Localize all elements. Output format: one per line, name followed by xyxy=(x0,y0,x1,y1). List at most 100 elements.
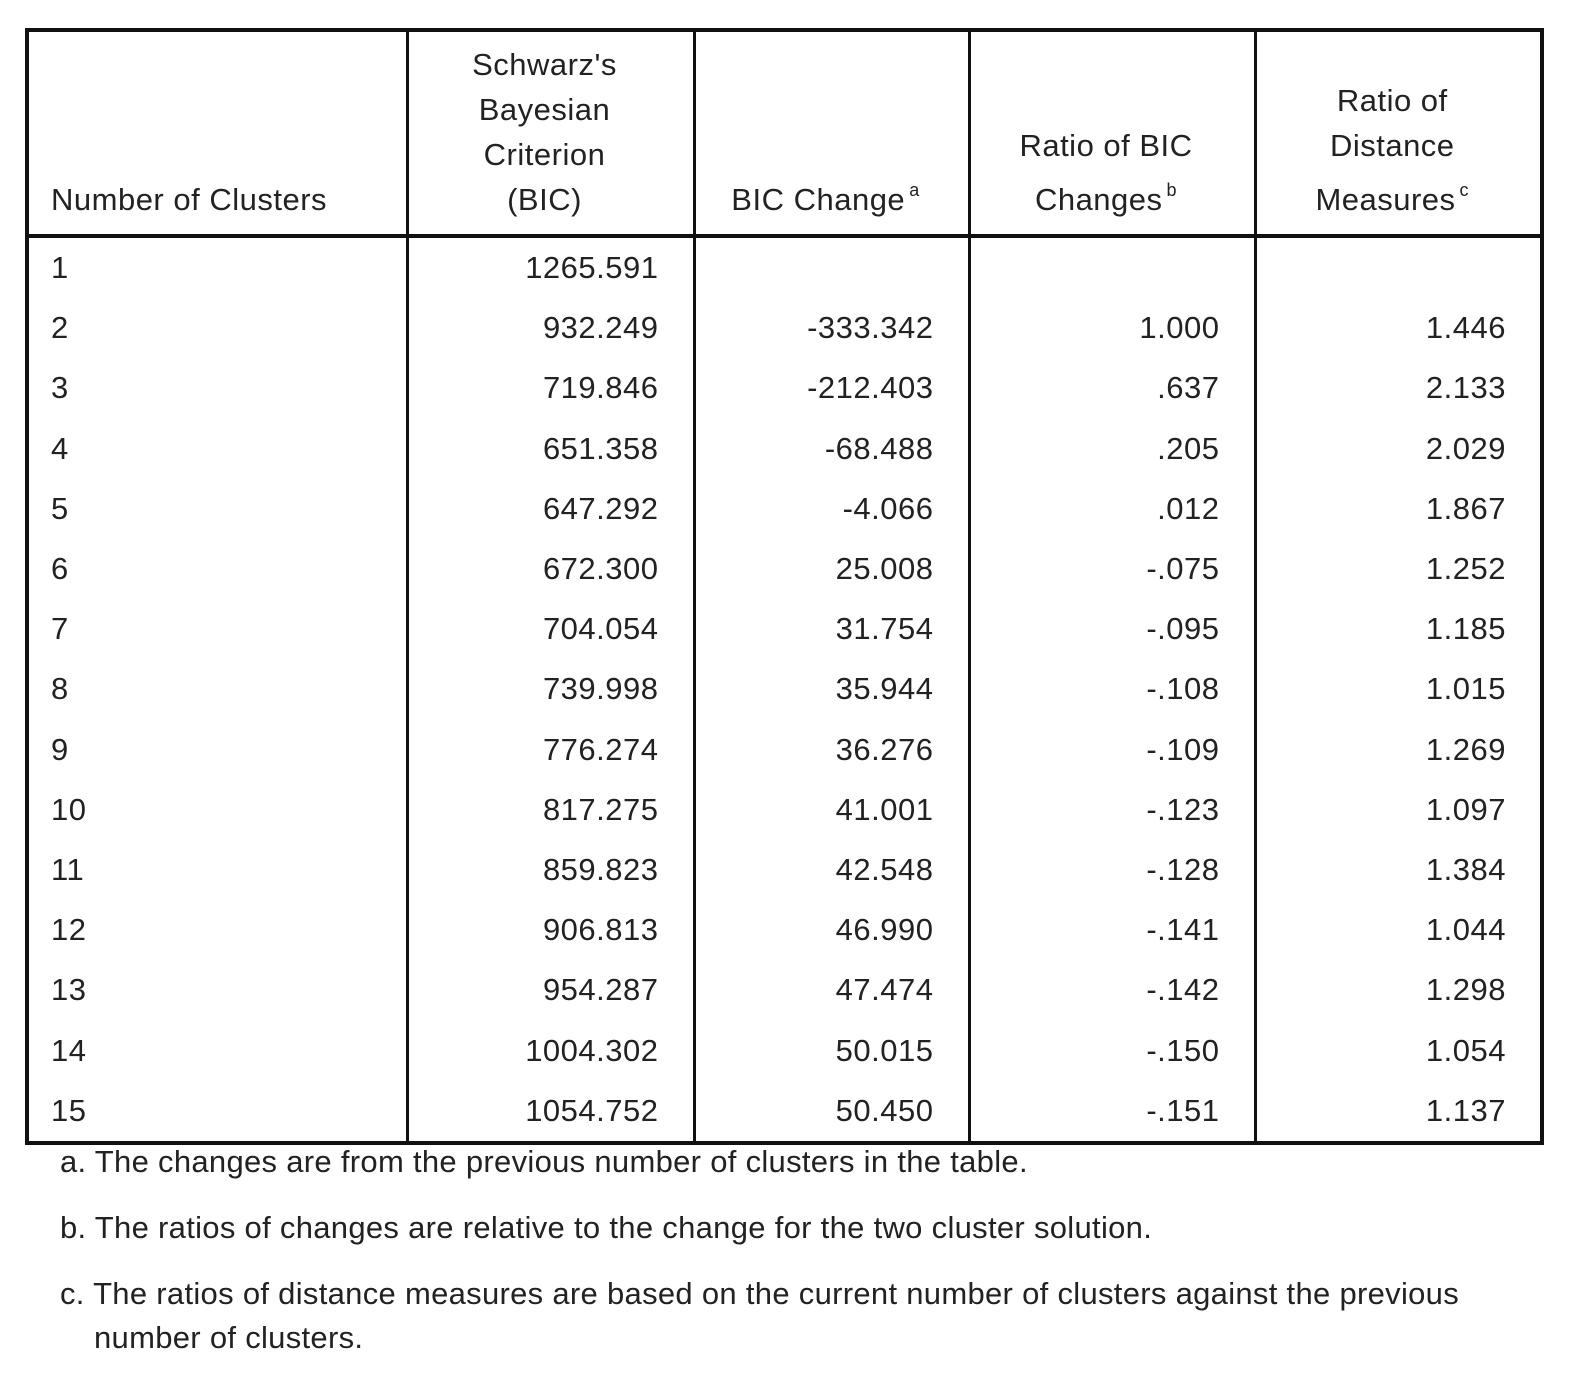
column-header: Ratio of Distance Measures c xyxy=(1253,30,1542,238)
cell-value xyxy=(692,236,969,299)
data-row: 9 776.274 36.276 -.109 1.269 xyxy=(25,719,1542,780)
cell-value: -.108 xyxy=(967,659,1255,720)
row-label: 1 xyxy=(25,236,407,299)
footnote-marker: a xyxy=(909,180,920,200)
header-text: (BIC) xyxy=(507,182,582,217)
cell-value: 31.754 xyxy=(692,599,969,660)
cell-value: 1.097 xyxy=(1253,779,1542,840)
auto-clustering-table: Number of Clusters Schwarz's Bayesian Crite… xyxy=(25,28,1544,1145)
cell-value: 2.133 xyxy=(1253,358,1542,419)
row-label: 4 xyxy=(25,418,407,479)
cell-value: 817.275 xyxy=(405,779,694,840)
row-label: 9 xyxy=(25,719,407,780)
header-text: Bayesian xyxy=(478,92,611,127)
cell-value: 647.292 xyxy=(405,478,694,539)
header-text: Ratio of BIC xyxy=(1019,128,1193,163)
cell-value: 1054.752 xyxy=(405,1080,694,1143)
footnote: c. The ratios of distance measures are b… xyxy=(60,1276,1460,1355)
row-label: 5 xyxy=(25,478,407,539)
row-label: 3 xyxy=(25,358,407,419)
cell-value: 672.300 xyxy=(405,538,694,600)
table-body: 1 1265.591 2 932.249 -333.342 1.000 1.446 3 719.… xyxy=(25,236,1542,1143)
row-label: 10 xyxy=(25,779,407,840)
cell-value: -.128 xyxy=(967,839,1255,901)
cell-value: 1.054 xyxy=(1253,1020,1542,1081)
cell-value: 859.823 xyxy=(405,839,694,901)
data-row: 14 1004.302 50.015 -.150 1.054 xyxy=(25,1020,1542,1081)
cell-value: 1.015 xyxy=(1253,659,1542,720)
data-row: 12 906.813 46.990 -.141 1.044 xyxy=(25,900,1542,961)
table-container: Number of Clusters Schwarz's Bayesian Crite… xyxy=(25,28,1544,1145)
footnote-marker: c xyxy=(1459,180,1470,200)
cell-value: 50.450 xyxy=(692,1080,969,1143)
data-row: 3 719.846 -212.403.637 2.133 xyxy=(25,358,1542,419)
cell-value: .012 xyxy=(967,478,1255,539)
row-label: 2 xyxy=(25,298,407,359)
cell-value: 954.287 xyxy=(405,960,694,1021)
cell-value: 651.358 xyxy=(405,418,694,479)
header-text: BIC Change xyxy=(731,182,906,217)
cell-value: 41.001 xyxy=(692,779,969,840)
row-label: 8 xyxy=(25,659,407,720)
cell-value: 776.274 xyxy=(405,719,694,780)
cell-value: -.151 xyxy=(967,1080,1255,1143)
column-header: Ratio of BIC Changes b xyxy=(967,30,1255,238)
cell-value: 2.029 xyxy=(1253,418,1542,479)
cell-value: -.095 xyxy=(967,599,1255,660)
data-row: 6 672.300 25.008 -.075 1.252 xyxy=(25,538,1542,600)
cell-value: 1.252 xyxy=(1253,538,1542,600)
data-row: 5 647.292 -4.066.012 1.867 xyxy=(25,478,1542,539)
cell-value: 1.137 xyxy=(1253,1080,1542,1143)
header-text: Number of Clusters xyxy=(51,182,328,217)
data-row: 4 651.358 -68.488.205 2.029 xyxy=(25,418,1542,479)
cell-value: 932.249 xyxy=(405,298,694,359)
cell-value: -.075 xyxy=(967,538,1255,600)
column-header: Schwarz's Bayesian Criterion (BIC) xyxy=(405,30,694,238)
cell-value: 704.054 xyxy=(405,599,694,660)
cell-value: 50.015 xyxy=(692,1020,969,1081)
cell-value: -.109 xyxy=(967,719,1255,780)
cell-value: -4.066 xyxy=(692,478,969,539)
cell-value: 1.269 xyxy=(1253,719,1542,780)
data-row: 1 1265.591 xyxy=(25,236,1542,299)
cell-value: 36.276 xyxy=(692,719,969,780)
footnotes: a. The changes are from the previous num… xyxy=(60,1140,1500,1382)
column-header: Number of Clusters xyxy=(25,30,407,238)
header-text: Criterion xyxy=(483,137,606,172)
cell-value: -.123 xyxy=(967,779,1255,840)
cell-value: 46.990 xyxy=(692,900,969,961)
data-row: 15 1054.752 50.450 -.151 1.137 xyxy=(25,1080,1542,1143)
data-row: 8 739.998 35.944 -.108 1.015 xyxy=(25,659,1542,720)
header-text: Measures xyxy=(1315,182,1456,217)
cell-value: 1.000 xyxy=(967,298,1255,359)
cell-value: -.150 xyxy=(967,1020,1255,1081)
header-row: Number of Clusters Schwarz's Bayesian Crite… xyxy=(25,30,1542,238)
header-text: Schwarz's xyxy=(472,47,617,82)
row-label: 12 xyxy=(25,900,407,961)
cell-value: 1004.302 xyxy=(405,1020,694,1081)
row-label: 11 xyxy=(25,839,407,901)
cell-value: 1.867 xyxy=(1253,478,1542,539)
footnote: a. The changes are from the previous num… xyxy=(60,1144,1028,1179)
data-row: 11 859.823 42.548 -.128 1.384 xyxy=(25,839,1542,901)
cell-value: -.141 xyxy=(967,900,1255,961)
cell-value: .637 xyxy=(967,358,1255,419)
footnote-marker: b xyxy=(1166,180,1178,200)
cell-value: 1265.591 xyxy=(405,236,694,299)
cell-value: 1.044 xyxy=(1253,900,1542,961)
cell-value: 1.384 xyxy=(1253,839,1542,901)
cell-value: 739.998 xyxy=(405,659,694,720)
cell-value: -68.488 xyxy=(692,418,969,479)
header-text: Changes xyxy=(1034,182,1163,217)
cell-value: 719.846 xyxy=(405,358,694,419)
cell-value xyxy=(1253,236,1542,299)
cell-value: 35.944 xyxy=(692,659,969,720)
cell-value xyxy=(967,236,1255,299)
data-row: 2 932.249 -333.342 1.000 1.446 xyxy=(25,298,1542,359)
row-label: 13 xyxy=(25,960,407,1021)
data-row: 13 954.287 47.474 -.142 1.298 xyxy=(25,960,1542,1021)
cell-value: .205 xyxy=(967,418,1255,479)
cell-value: -212.403 xyxy=(692,358,969,419)
